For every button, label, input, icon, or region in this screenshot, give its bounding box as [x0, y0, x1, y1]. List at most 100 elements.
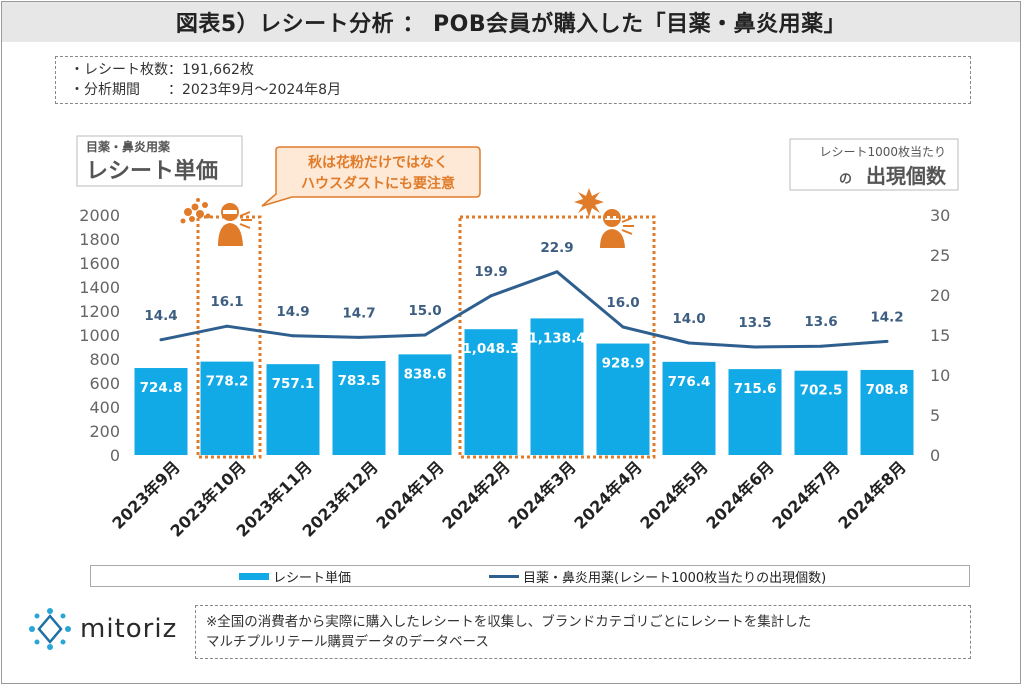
- category-label: 2024年3月: [504, 457, 579, 532]
- line-value-label: 13.5: [738, 315, 771, 331]
- line-value-label: 14.2: [870, 309, 903, 325]
- legend-swatch-line: [489, 574, 519, 578]
- footnote: ※全国の消費者から実際に購入したレシートを収集し、ブランドカテゴリごとにレシート…: [195, 605, 971, 659]
- bar: [266, 364, 320, 455]
- right-tick-label: 10: [930, 366, 950, 385]
- line-value-label: 14.4: [144, 308, 177, 324]
- receipts-label: ・レシート枚数：: [70, 62, 182, 78]
- line-value-label: 14.7: [342, 305, 375, 321]
- info-box: ・レシート枚数： 191,662枚 ・分析期間 ： 2023年9月～2024年8月: [55, 56, 971, 104]
- line-value-label: 15.0: [408, 303, 441, 319]
- bar: [200, 361, 254, 455]
- legend: レシート単価 目薬・鼻炎用薬(レシート1000枚当たりの出現個数): [90, 565, 970, 587]
- line-series: [160, 270, 888, 349]
- line-value-label: 22.9: [540, 240, 573, 256]
- right-tick-label: 15: [930, 326, 950, 345]
- logo: mitoriz: [28, 607, 177, 651]
- highlight-box: [196, 215, 262, 459]
- left-tick-label: 0: [110, 446, 120, 465]
- legend-item-line: 目薬・鼻炎用薬(レシート1000枚当たりの出現個数): [489, 566, 826, 586]
- left-tick-label: 1600: [79, 254, 120, 273]
- category-label: 2024年8月: [834, 457, 909, 532]
- receipts-value: 191,662枚: [182, 62, 254, 78]
- left-axis-title-small: 目薬・鼻炎用薬: [86, 139, 170, 154]
- bar-value-label: 776.4: [668, 374, 711, 390]
- left-tick-label: 2000: [79, 206, 120, 225]
- line-value-label: 14.0: [672, 311, 705, 327]
- line-value-label: 13.6: [804, 314, 837, 330]
- left-axis-title: 目薬・鼻炎用薬 レシート単価: [76, 135, 243, 187]
- legend-swatch-bar: [239, 572, 269, 580]
- right-axis-title-small: レシート1000枚当たり: [819, 144, 946, 159]
- bar-value-label: 928.9: [602, 356, 645, 372]
- line-point: [687, 341, 691, 345]
- category-label: 2024年4月: [570, 457, 645, 532]
- bar-value-label: 757.1: [272, 376, 315, 392]
- line-point: [819, 344, 823, 348]
- line-point: [159, 338, 163, 342]
- bar-value-label: 715.6: [734, 381, 777, 397]
- page-title: 図表5）レシート分析 ： POB会員が購入した「目薬・鼻炎用薬」: [2, 2, 1020, 42]
- line-point: [423, 333, 427, 337]
- line-value-label: 19.9: [474, 264, 507, 280]
- category-label: 2024年1月: [372, 457, 447, 532]
- bar: [662, 361, 716, 455]
- legend-item-bar: レシート単価: [239, 566, 351, 586]
- house-dust-icon: [574, 188, 604, 217]
- bar-value-label: 783.5: [338, 373, 381, 389]
- right-tick-label: 25: [930, 246, 950, 265]
- line-point: [621, 325, 625, 329]
- footnote-line2: マルチプルリテール購買データのデータベース: [206, 634, 489, 650]
- left-tick-label: 1200: [79, 302, 120, 321]
- line-point: [357, 335, 361, 339]
- category-label: 2024年5月: [636, 457, 711, 532]
- bar: [464, 329, 518, 455]
- bar: [530, 318, 584, 455]
- period-value: 2023年9月～2024年8月: [182, 82, 342, 98]
- bar: [728, 369, 782, 455]
- left-tick-label: 400: [89, 398, 120, 417]
- category-label: 2024年7月: [768, 457, 843, 532]
- category-label: 2024年2月: [438, 457, 513, 532]
- category-label: 2024年6月: [702, 457, 777, 532]
- bar: [398, 354, 452, 455]
- right-tick-label: 20: [930, 286, 950, 305]
- period-label: ・分析期間 ：: [70, 82, 182, 98]
- bar-value-label: 1,048.3: [462, 341, 519, 357]
- bar: [332, 360, 386, 455]
- line-value-label: 16.1: [210, 294, 243, 310]
- legend-label-bar: レシート単価: [273, 570, 352, 586]
- line-point: [753, 345, 757, 349]
- sneezing-person-icon: [218, 203, 252, 246]
- bar: [596, 343, 650, 455]
- bar: [134, 368, 188, 455]
- sneezing-person-icon: [600, 209, 634, 248]
- left-tick-label: 1000: [79, 326, 120, 345]
- line-value-label: 16.0: [606, 295, 639, 311]
- line-point: [489, 294, 493, 298]
- left-tick-label: 1400: [79, 278, 120, 297]
- combo-chart: 目薬・鼻炎用薬 レシート単価 レシート1000枚当たり の 出現個数 秋は花粉だ…: [76, 135, 959, 541]
- callout: 秋は花粉だけではなく ハウスダストにも要注意: [261, 146, 481, 207]
- footnote-line1: ※全国の消費者から実際に購入したレシートを収集し、ブランドカテゴリごとにレシート…: [206, 614, 812, 630]
- left-tick-label: 800: [89, 350, 120, 369]
- right-tick-label: 5: [930, 406, 940, 425]
- line-point: [225, 324, 229, 328]
- left-axis-title-large: レシート単価: [86, 158, 218, 184]
- line-point: [885, 339, 889, 343]
- left-tick-label: 1800: [79, 230, 120, 249]
- bar-value-label: 708.8: [866, 382, 909, 398]
- left-tick-label: 600: [89, 374, 120, 393]
- bar-value-label: 778.2: [206, 374, 249, 390]
- right-axis-title-prefix: の: [839, 172, 852, 187]
- right-tick-label: 30: [930, 206, 950, 225]
- legend-label-line: 目薬・鼻炎用薬(レシート1000枚当たりの出現個数): [523, 570, 827, 586]
- mitoriz-logo-icon: [29, 608, 71, 650]
- line-value-label: 14.9: [276, 304, 309, 320]
- callout-line1: 秋は花粉だけではなく: [308, 154, 448, 171]
- pollen-icon: [180, 198, 211, 224]
- right-axis-title-large: 出現個数: [866, 164, 947, 188]
- logo-text: mitoriz: [80, 614, 178, 644]
- line-point: [555, 270, 559, 274]
